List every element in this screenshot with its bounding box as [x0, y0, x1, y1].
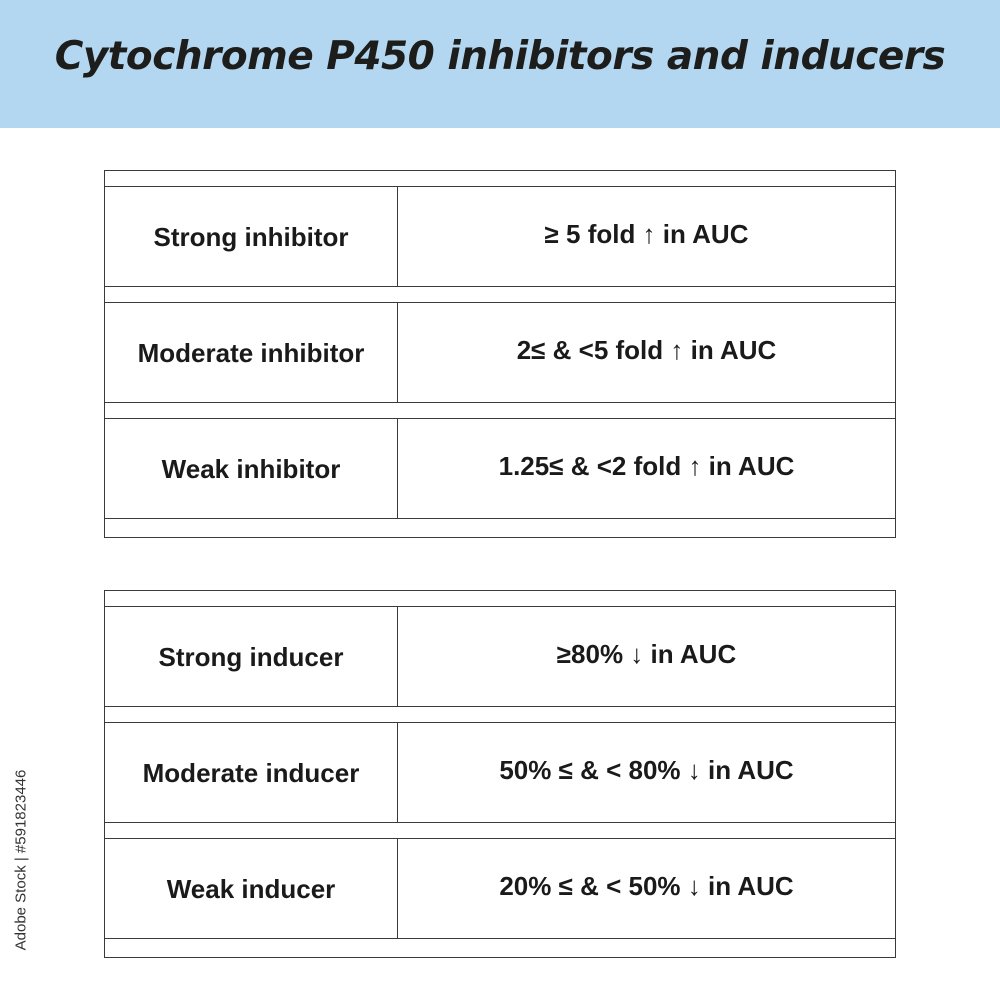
inhibitors-table: Strong inhibitor ≥ 5 fold ↑ in AUC Moder… — [104, 170, 896, 538]
watermark-text: Adobe Stock | #591823446 — [12, 769, 30, 951]
page-title: Cytochrome P450 inhibitors and inducers — [54, 34, 946, 79]
table-row: Moderate inducer 50% ≤ & < 80% ↓ in AUC — [105, 723, 895, 823]
row-label: Moderate inhibitor — [105, 303, 398, 402]
table-row: Weak inhibitor 1.25≤ & <2 fold ↑ in AUC — [105, 419, 895, 519]
title-banner: Cytochrome P450 inhibitors and inducers — [0, 0, 1000, 128]
row-label: Weak inhibitor — [105, 419, 398, 518]
row-value: 1.25≤ & <2 fold ↑ in AUC — [498, 451, 795, 481]
inducers-table: Strong inducer ≥80% ↓ in AUC Moderate in… — [104, 590, 896, 958]
table-row: Strong inhibitor ≥ 5 fold ↑ in AUC — [105, 187, 895, 287]
table-spacer — [105, 171, 895, 187]
table-row: Weak inducer 20% ≤ & < 50% ↓ in AUC — [105, 839, 895, 939]
stock-watermark: Adobe Stock | #591823446 — [8, 760, 34, 960]
table-spacer — [105, 707, 895, 723]
table-spacer — [105, 287, 895, 303]
table-spacer — [105, 519, 895, 535]
row-value: ≥ 5 fold ↑ in AUC — [544, 219, 749, 249]
table-spacer — [105, 591, 895, 607]
row-label: Strong inhibitor — [105, 187, 398, 286]
row-label: Moderate inducer — [105, 723, 398, 822]
table-spacer — [105, 823, 895, 839]
table-spacer — [105, 939, 895, 955]
row-value: 50% ≤ & < 80% ↓ in AUC — [499, 755, 794, 785]
row-value: 2≤ & <5 fold ↑ in AUC — [516, 335, 777, 365]
row-label: Strong inducer — [105, 607, 398, 706]
row-label: Weak inducer — [105, 839, 398, 938]
table-spacer — [105, 403, 895, 419]
row-value: ≥80% ↓ in AUC — [556, 639, 737, 669]
table-row: Strong inducer ≥80% ↓ in AUC — [105, 607, 895, 707]
table-row: Moderate inhibitor 2≤ & <5 fold ↑ in AUC — [105, 303, 895, 403]
row-value: 20% ≤ & < 50% ↓ in AUC — [499, 871, 794, 901]
